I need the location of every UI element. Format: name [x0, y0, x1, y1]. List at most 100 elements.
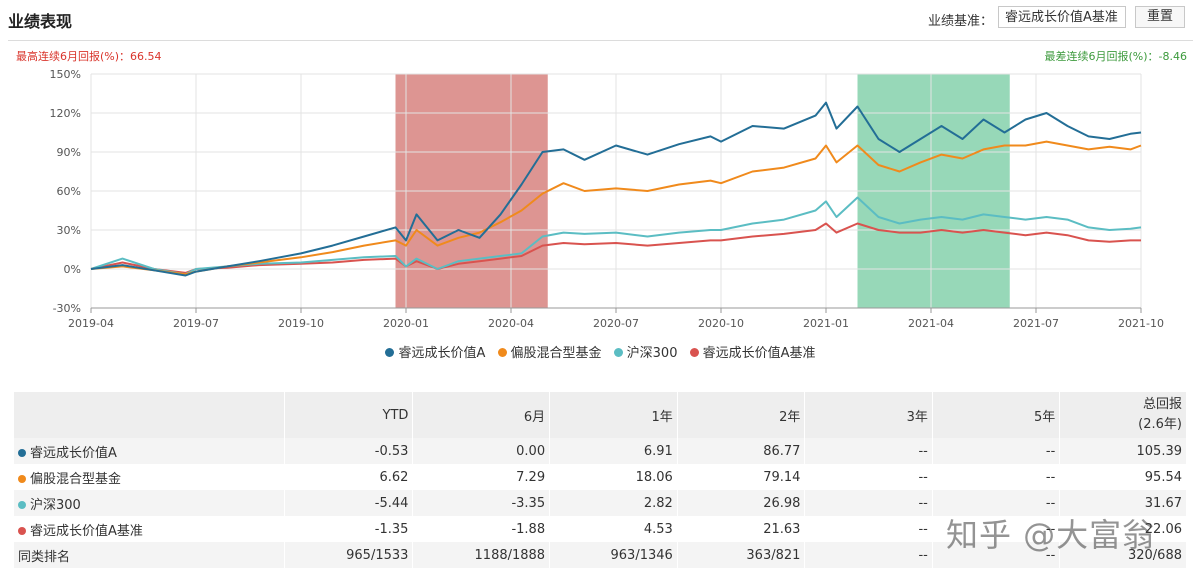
- table-cell: 18.06: [549, 464, 678, 490]
- min-6m-return-note: 最差连续6月回报(%)：-8.46: [1044, 50, 1188, 63]
- row-name-cell: 同类排名: [14, 542, 285, 568]
- table-cell: -5.44: [284, 490, 414, 516]
- table-cell: 7.29: [412, 464, 551, 490]
- y-tick-label: 120%: [50, 107, 81, 120]
- table-cell: --: [932, 490, 1061, 516]
- y-tick-label: 30%: [57, 224, 81, 237]
- legend-item-fund[interactable]: 睿远成长价值A: [385, 342, 485, 361]
- legend-dot: [689, 348, 699, 357]
- table-cell: 363/821: [677, 542, 806, 568]
- row-color-dot: [18, 448, 26, 457]
- table-cell: -1.88: [412, 516, 551, 542]
- row-label: 同类排名: [18, 549, 71, 565]
- legend-dot: [497, 348, 507, 357]
- legend-label: 睿远成长价值A基准: [702, 346, 816, 361]
- max-6m-return-note: 最高连续6月回报(%)：66.54: [16, 50, 162, 63]
- x-tick-label: 2019-10: [278, 317, 324, 330]
- x-tick-label: 2021-01: [803, 317, 849, 330]
- col-header-total: 总回报 (2.6年): [1059, 392, 1187, 438]
- y-tick-label: 150%: [50, 68, 81, 81]
- table-cell: -0.53: [284, 438, 414, 464]
- table-cell: 21.63: [677, 516, 806, 542]
- table-cell: 965/1533: [284, 542, 414, 568]
- x-tick-label: 2021-07: [1013, 317, 1059, 330]
- x-tick-label: 2020-04: [488, 317, 534, 330]
- col-header-total-period: (2.6年): [1138, 417, 1182, 432]
- table-cell: -1.35: [284, 516, 414, 542]
- table-cell: 26.98: [677, 490, 806, 516]
- watermark: 知乎 @大富翁: [946, 516, 1156, 554]
- table-cell: 105.39: [1059, 438, 1187, 464]
- table-header-row: YTD 6月 1年 2年 3年 5年 总回报 (2.6年): [14, 392, 1187, 438]
- table-cell: 0.00: [412, 438, 551, 464]
- table-cell: 86.77: [677, 438, 806, 464]
- performance-chart[interactable]: -30% 0% 30% 60% 90% 120% 150% 2019-04 2019-07 201…: [0, 62, 1201, 337]
- legend-label: 沪深300: [626, 346, 678, 361]
- x-tick-label: 2020-07: [593, 317, 639, 330]
- table-cell: --: [932, 464, 1061, 490]
- table-cell: --: [932, 438, 1061, 464]
- table-cell: 79.14: [677, 464, 806, 490]
- x-tick-label: 2021-10: [1118, 317, 1164, 330]
- legend-label: 偏股混合型基金: [510, 346, 602, 361]
- legend-item-peer[interactable]: 偏股混合型基金: [497, 342, 602, 361]
- series-line-peer: [90, 140, 1142, 276]
- table-cell: 6.91: [549, 438, 678, 464]
- col-header-2y: 2年: [677, 392, 806, 438]
- col-header-5y: 5年: [932, 392, 1061, 438]
- col-header-name: [14, 392, 285, 438]
- table-cell: 95.54: [1059, 464, 1187, 490]
- row-name-cell: 偏股混合型基金: [14, 464, 285, 490]
- y-tick-label: 0%: [64, 263, 81, 276]
- row-name-cell: 睿远成长价值A: [14, 438, 285, 464]
- col-header-total-label: 总回报: [1142, 397, 1182, 412]
- x-tick-label: 2021-04: [908, 317, 954, 330]
- reset-button[interactable]: 重置: [1135, 6, 1185, 28]
- row-color-dot: [18, 500, 26, 509]
- series-line-fund: [90, 101, 1142, 277]
- table-cell: 22.06: [1059, 516, 1187, 542]
- row-name-cell: 睿远成长价值A基准: [14, 516, 285, 542]
- y-tick-label: -30%: [53, 302, 81, 315]
- table-cell: --: [804, 464, 933, 490]
- chart-legend: 睿远成长价值A 偏股混合型基金 沪深300 睿远成长价值A基准: [0, 342, 1201, 361]
- table-cell: 6.62: [284, 464, 414, 490]
- col-header-3y: 3年: [804, 392, 933, 438]
- table-cell: --: [804, 438, 933, 464]
- legend-dot: [385, 348, 395, 357]
- row-name-cell: 沪深300: [14, 490, 285, 516]
- x-tick-label: 2020-10: [698, 317, 744, 330]
- col-header-ytd: YTD: [284, 392, 414, 438]
- row-color-dot: [18, 526, 26, 535]
- table-cell: --: [804, 516, 933, 542]
- table-cell: 31.67: [1059, 490, 1187, 516]
- table-cell: 4.53: [549, 516, 678, 542]
- table-cell: --: [932, 516, 1061, 542]
- section-title: 业绩表现: [8, 12, 73, 31]
- performance-table: YTD 6月 1年 2年 3年 5年 总回报 (2.6年) 睿远成长价值A -0.5…: [14, 392, 1187, 568]
- header-bar: [8, 6, 1193, 41]
- table-cell: --: [932, 542, 1061, 568]
- table-cell: 1188/1888: [412, 542, 551, 568]
- legend-label: 睿远成长价值A: [398, 346, 486, 361]
- x-tick-label: 2020-01: [383, 317, 429, 330]
- table-cell: 2.82: [549, 490, 678, 516]
- table-row: 同类排名 965/1533 1188/1888 963/1346 363/821 -- --…: [14, 542, 1187, 568]
- table-cell: -3.35: [412, 490, 551, 516]
- row-color-dot: [18, 474, 26, 483]
- y-tick-label: 90%: [57, 146, 81, 159]
- table-cell: 320/688: [1059, 542, 1187, 568]
- x-tick-label: 2019-04: [68, 317, 114, 330]
- series-line-csi300: [90, 196, 1142, 276]
- table-row: 偏股混合型基金 6.62 7.29 18.06 79.14 -- -- 95.54: [14, 464, 1187, 490]
- legend-item-bench[interactable]: 睿远成长价值A基准: [689, 342, 816, 361]
- table-row: 睿远成长价值A基准 -1.35 -1.88 4.53 21.63 -- -- 22.06: [14, 516, 1187, 542]
- legend-dot: [613, 348, 623, 357]
- col-header-1y: 1年: [549, 392, 678, 438]
- benchmark-label: 业绩基准：: [928, 14, 994, 29]
- row-label: 睿远成长价值A基准: [30, 523, 143, 539]
- legend-item-csi300[interactable]: 沪深300: [613, 342, 678, 361]
- y-tick-label: 60%: [57, 185, 81, 198]
- row-label: 睿远成长价值A: [30, 445, 117, 461]
- benchmark-select[interactable]: 睿远成长价值A基准: [998, 6, 1126, 28]
